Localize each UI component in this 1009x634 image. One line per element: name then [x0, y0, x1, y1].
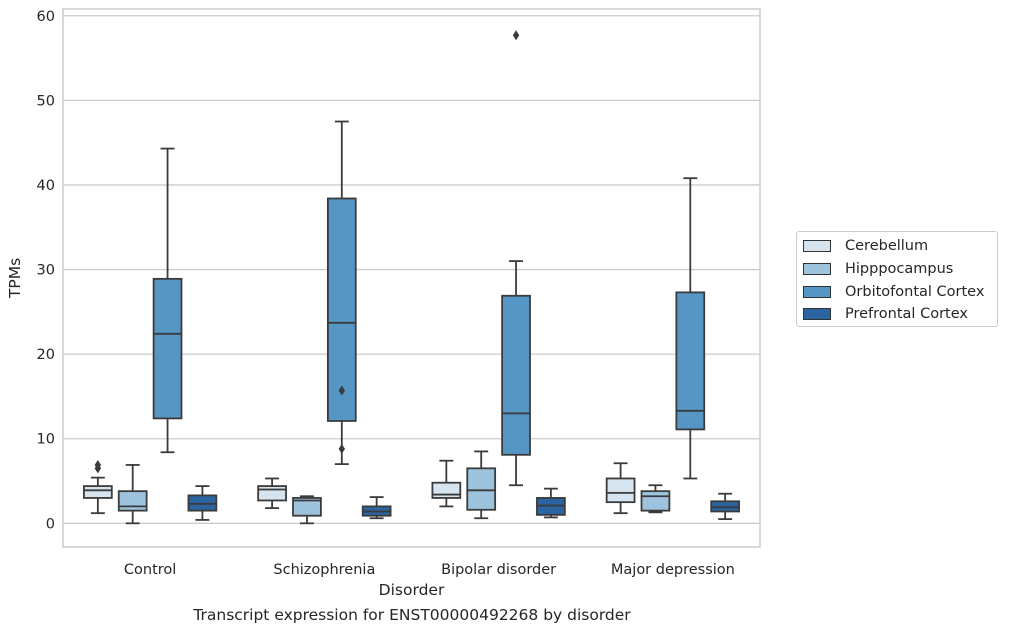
x-axis-ticks: Control Schizophrenia Bipolar disorder Majo…: [124, 562, 735, 578]
y-tick-label: 60: [37, 9, 55, 25]
legend-label: Hipppocampus: [845, 261, 954, 278]
box-iqr: [466, 467, 497, 511]
box-iqr: [501, 294, 531, 456]
legend-item: Cerebellum: [803, 235, 997, 258]
chart-caption: Transcript expression for ENST0000049226…: [193, 606, 631, 624]
box-iqr: [117, 490, 148, 512]
y-axis-label: TPMs: [6, 258, 24, 299]
series-cerebellum: [83, 459, 636, 515]
box-plot: [83, 459, 113, 515]
x-tick-label: Schizophrenia: [273, 562, 375, 578]
box-plot: [257, 477, 287, 509]
box-plot: [466, 450, 497, 520]
box-iqr: [431, 481, 462, 499]
box-iqr: [675, 291, 706, 431]
box-iqr: [83, 485, 113, 499]
legend-swatch: [803, 308, 831, 321]
box-plot: [152, 147, 183, 454]
series-prefrontal-cortex: [187, 485, 740, 521]
y-tick-label: 10: [37, 432, 55, 448]
series-orbitofontal-cortex: [152, 30, 706, 487]
legend-swatch: [803, 240, 831, 253]
box-plot: [675, 177, 706, 480]
legend-item: Prefrontal Cortex: [803, 303, 997, 326]
y-axis-ticks: 0 10 20 30 40 50 60: [37, 9, 55, 533]
boxes-layer: [83, 30, 740, 525]
x-tick-label: Major depression: [611, 562, 735, 578]
series-hipppocampus: [117, 450, 671, 525]
box-plot: [431, 459, 462, 508]
box-plot: [326, 120, 357, 466]
legend-label: Prefrontal Cortex: [845, 306, 968, 323]
outlier-point: [338, 443, 345, 454]
plot-frame: [62, 8, 761, 548]
x-axis-label: Disorder: [379, 581, 445, 599]
box-plot: [536, 487, 566, 519]
legend: Cerebellum Hipppocampus Orbitofontal Corte…: [796, 231, 998, 327]
y-tick-label: 40: [37, 178, 55, 194]
legend-swatch: [803, 285, 831, 298]
legend-item: Hipppocampus: [803, 258, 997, 281]
outlier-point: [338, 385, 345, 396]
box-plot: [361, 496, 392, 520]
x-tick-label: Control: [124, 562, 176, 578]
x-tick-label: Bipolar disorder: [441, 562, 556, 578]
box-iqr: [152, 277, 183, 420]
legend-label: Orbitofontal Cortex: [845, 283, 985, 300]
box-plot: [605, 462, 636, 515]
box-iqr: [640, 490, 671, 512]
outlier-point: [512, 30, 520, 41]
legend-item: Orbitofontal Cortex: [803, 280, 997, 303]
box-plot: [187, 485, 218, 521]
y-tick-label: 20: [37, 347, 55, 363]
box-plot: [501, 30, 531, 487]
legend-label: Cerebellum: [845, 238, 929, 255]
box-iqr: [257, 485, 287, 502]
box-plot: [640, 484, 671, 514]
box-iqr: [605, 477, 636, 504]
box-iqr: [326, 197, 357, 422]
box-iqr: [292, 497, 322, 517]
box-plot: [117, 464, 148, 525]
legend-swatch: [803, 263, 831, 276]
box-plot: [292, 495, 322, 525]
y-tick-label: 50: [37, 93, 55, 109]
outlier-point: [94, 459, 102, 470]
y-tick-label: 0: [46, 516, 55, 532]
y-tick-label: 30: [37, 263, 55, 279]
box-plot: [710, 492, 740, 520]
